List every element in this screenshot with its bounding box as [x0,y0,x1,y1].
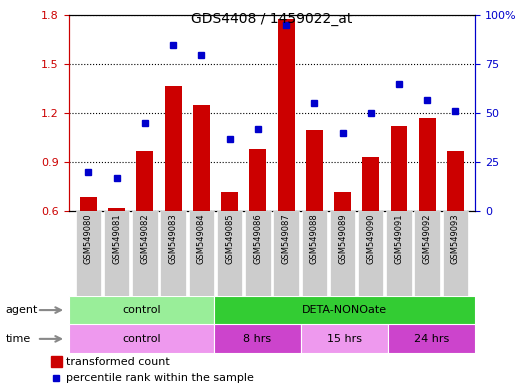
Bar [278,19,295,309]
Bar [391,126,408,309]
Bar [193,105,210,309]
FancyBboxPatch shape [414,211,440,296]
FancyBboxPatch shape [214,324,301,353]
Bar [334,192,351,309]
FancyBboxPatch shape [76,211,101,296]
FancyBboxPatch shape [330,211,355,296]
Text: time: time [5,334,31,344]
Text: 15 hrs: 15 hrs [327,334,362,344]
Bar [165,86,182,309]
Text: GSM549083: GSM549083 [168,214,177,265]
Bar [306,130,323,309]
Text: GDS4408 / 1459022_at: GDS4408 / 1459022_at [191,12,353,25]
Text: 24 hrs: 24 hrs [414,334,449,344]
FancyBboxPatch shape [69,296,214,324]
FancyBboxPatch shape [358,211,383,296]
Text: agent: agent [5,305,37,315]
Bar [51,356,62,367]
FancyBboxPatch shape [161,211,186,296]
Bar [249,149,266,309]
Text: GSM549087: GSM549087 [281,214,290,265]
Text: GSM549082: GSM549082 [140,214,149,264]
Text: 8 hrs: 8 hrs [243,334,271,344]
Bar [80,197,97,309]
FancyBboxPatch shape [69,324,214,353]
FancyBboxPatch shape [301,324,388,353]
Text: control: control [122,305,161,315]
Text: GSM549080: GSM549080 [84,214,93,264]
Text: GSM549084: GSM549084 [197,214,206,264]
FancyBboxPatch shape [104,211,129,296]
Bar [108,208,125,309]
FancyBboxPatch shape [301,211,327,296]
Text: percentile rank within the sample: percentile rank within the sample [66,374,254,384]
Text: GSM549092: GSM549092 [423,214,432,264]
Text: GSM549093: GSM549093 [451,214,460,264]
FancyBboxPatch shape [132,211,157,296]
Text: GSM549088: GSM549088 [310,214,319,265]
Text: GSM549085: GSM549085 [225,214,234,264]
Text: control: control [122,334,161,344]
Text: transformed count: transformed count [66,357,170,367]
Text: GSM549089: GSM549089 [338,214,347,264]
Text: GSM549081: GSM549081 [112,214,121,264]
FancyBboxPatch shape [188,211,214,296]
Bar [221,192,238,309]
Bar [362,157,379,309]
Bar [447,151,464,309]
Bar [419,118,436,309]
Text: GSM549086: GSM549086 [253,214,262,265]
FancyBboxPatch shape [388,324,475,353]
Text: GSM549090: GSM549090 [366,214,375,264]
FancyBboxPatch shape [217,211,242,296]
Text: DETA-NONOate: DETA-NONOate [302,305,387,315]
Bar [136,151,153,309]
FancyBboxPatch shape [443,211,468,296]
FancyBboxPatch shape [214,296,475,324]
FancyBboxPatch shape [386,211,412,296]
Text: GSM549091: GSM549091 [394,214,403,264]
FancyBboxPatch shape [245,211,270,296]
FancyBboxPatch shape [274,211,299,296]
